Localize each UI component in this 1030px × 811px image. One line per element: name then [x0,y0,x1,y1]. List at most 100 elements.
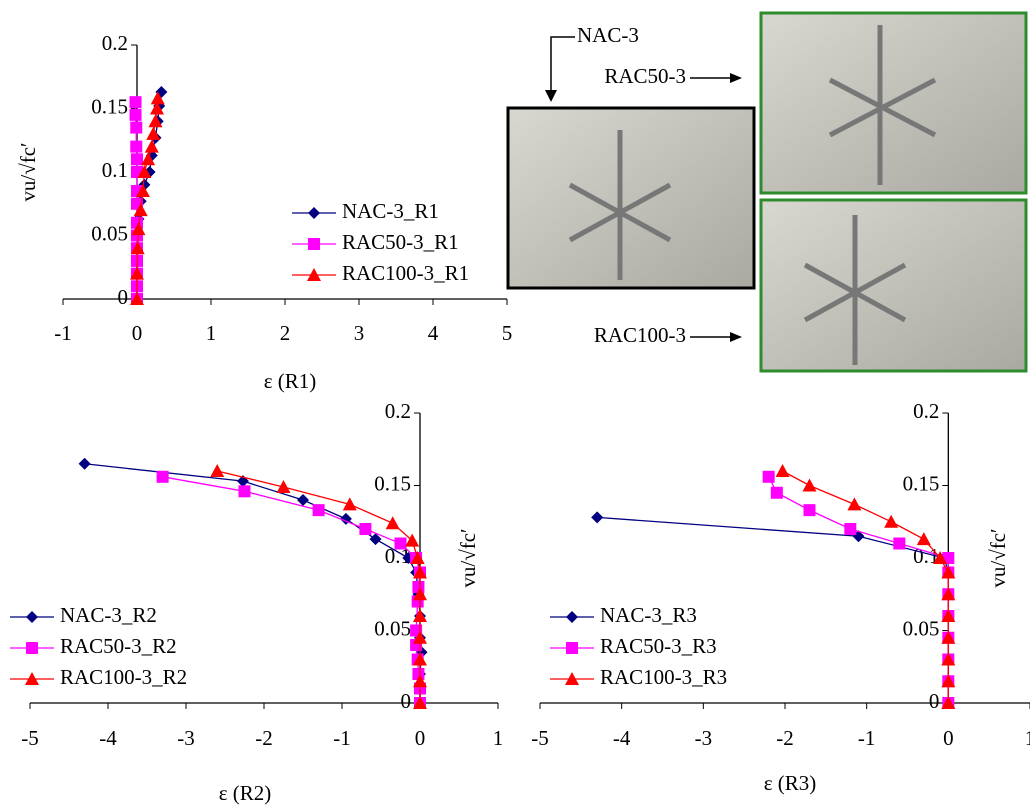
x-tick-label: -1 [858,726,876,750]
marker [130,140,143,153]
x-tick-label: 0 [132,321,143,345]
y-axis-label: vu/√fc′ [986,528,1010,587]
y-tick-label: 0 [118,285,129,309]
x-tick-label: 0 [415,726,426,750]
marker [130,266,144,280]
x-tick-label: -1 [54,321,72,345]
marker [144,139,159,153]
legend-marker [25,672,39,685]
y-tick-label: 0.2 [913,399,939,423]
marker [238,485,251,498]
x-tick-label: -3 [695,726,713,750]
marker [131,222,146,236]
legend-label: NAC-3_R3 [600,603,697,627]
marker [413,652,427,666]
legend-label: RAC50-3_R3 [600,634,717,658]
y-axis-label: vu/√fc′ [456,528,480,587]
legend-marker [566,642,578,654]
x-axis-label: ε (R2) [219,781,272,805]
legend-label: RAC50-3_R2 [60,634,177,658]
x-tick-label: -5 [531,726,549,750]
x-tick-label: -5 [21,726,39,750]
marker [941,652,956,666]
photo-nac [506,106,756,290]
marker [941,630,956,644]
marker [413,587,427,601]
legend-label: NAC-3_R1 [342,199,439,223]
x-tick-label: 4 [428,321,439,345]
marker [413,630,427,644]
marker [130,292,144,305]
marker [131,153,143,166]
marker [130,121,143,134]
x-tick-label: -2 [255,726,273,750]
x-tick-label: -1 [333,726,351,750]
marker [369,533,382,546]
marker [941,587,956,601]
marker [916,532,931,546]
x-tick-label: 1 [1025,726,1030,750]
marker [410,551,425,564]
marker [342,497,357,511]
marker [156,470,169,483]
marker [591,511,604,524]
x-axis-label: ε (R3) [764,771,817,795]
legend-marker [565,672,579,685]
marker [413,696,427,709]
legend-marker [26,642,38,654]
series-line [768,476,949,703]
marker [933,551,948,564]
marker [276,479,291,493]
marker [941,565,956,579]
x-tick-label: -3 [177,726,195,750]
legend-marker [566,611,578,623]
marker [413,565,427,579]
x-tick-label: 1 [206,321,217,345]
marker [884,514,899,528]
legend-marker [308,207,320,219]
marker [941,609,956,622]
marker [802,478,817,492]
photo-rac100 [759,198,1028,373]
marker [78,457,91,470]
photo-label: NAC-3 [577,23,639,47]
y-tick-label: 0.2 [102,31,128,55]
marker [413,674,427,688]
x-tick-label: 1 [493,726,504,750]
photo-label: RAC50-3 [604,64,686,88]
marker [893,537,906,550]
photos: NAC-3 RAC50-3 RAC100-3 [506,11,1028,373]
marker [149,101,164,115]
marker [941,696,956,709]
legend-label: RAC100-3_R2 [60,665,187,689]
y-tick-label: 0.15 [903,471,940,495]
y-tick-label: 0.05 [903,616,940,640]
marker [210,464,225,477]
y-tick-label: 0.05 [91,221,128,245]
x-tick-label: 3 [354,321,365,345]
marker [135,184,150,198]
x-tick-label: 5 [502,321,513,345]
x-tick-label: -4 [613,726,631,750]
legend-label: RAC100-3_R1 [342,261,469,285]
marker [359,523,372,535]
y-tick-label: 0.2 [385,399,411,423]
marker [847,497,862,511]
series-line [162,476,421,703]
x-axis-label: ε (R1) [264,369,317,393]
marker [137,165,152,178]
marker [413,609,427,622]
y-tick-label: 0 [929,689,940,713]
legend-label: RAC50-3_R1 [342,230,459,254]
marker [394,537,407,550]
x-tick-label: -4 [99,726,117,750]
x-tick-label: 0 [943,726,954,750]
marker [130,241,145,255]
y-tick-label: 0 [401,689,412,713]
y-axis-label: vu/√fc′ [16,142,40,201]
legend-marker [307,268,321,281]
marker [844,523,857,535]
marker [385,516,400,530]
marker [775,464,790,477]
marker [146,126,161,140]
